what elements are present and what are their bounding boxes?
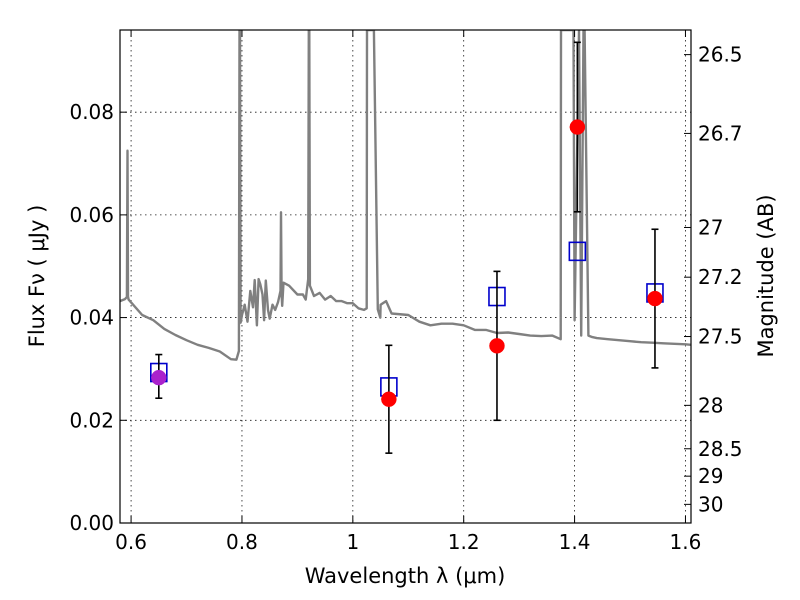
- right-y-tick-label: 28: [698, 393, 723, 417]
- y-axis-label: Flux Fν ( μJy ): [25, 205, 49, 348]
- right-y-tick-label: 27: [698, 215, 723, 239]
- right-y-tick-label: 27.5: [698, 325, 743, 349]
- y-tick-label: 0.04: [69, 306, 114, 330]
- observed-photometry-point: [151, 369, 167, 386]
- right-y-tick-label: 26.5: [698, 43, 743, 67]
- model-photometry-square: [568, 241, 587, 262]
- right-y-tick-label: 27.2: [698, 265, 743, 289]
- x-tick-label: 1.6: [670, 530, 702, 554]
- observed-photometry-point: [647, 290, 663, 307]
- right-y-axis-label: Magnitude (AB): [754, 194, 778, 357]
- right-y-tick-label: 26.7: [698, 121, 743, 145]
- y-tick-label: 0.00: [69, 511, 114, 535]
- plot-area: [120, 30, 691, 454]
- y-tick-label: 0.08: [69, 100, 114, 124]
- y-tick-label: 0.02: [69, 408, 114, 432]
- x-tick-label: 1.4: [559, 530, 591, 554]
- axes-frame: [119, 29, 692, 524]
- right-y-tick-label: 30: [698, 492, 723, 516]
- x-tick-label: 0.6: [115, 530, 147, 554]
- observed-photometry-point: [381, 391, 397, 407]
- y-tick-label: 0.06: [69, 203, 114, 227]
- x-axis-label: Wavelength λ (μm): [305, 564, 506, 588]
- x-tick-label: 1: [346, 530, 359, 554]
- right-y-tick-label: 28.5: [698, 437, 743, 461]
- spectrum-line: [120, 30, 691, 361]
- axis-ticks: [120, 30, 691, 524]
- grid-lines: [120, 30, 691, 524]
- observed-photometry-point: [489, 338, 505, 354]
- x-tick-label: 1.2: [448, 530, 480, 554]
- right-y-tick-label: 29: [698, 464, 723, 488]
- observed-photometry-point: [569, 119, 586, 135]
- x-tick-label: 0.8: [226, 530, 258, 554]
